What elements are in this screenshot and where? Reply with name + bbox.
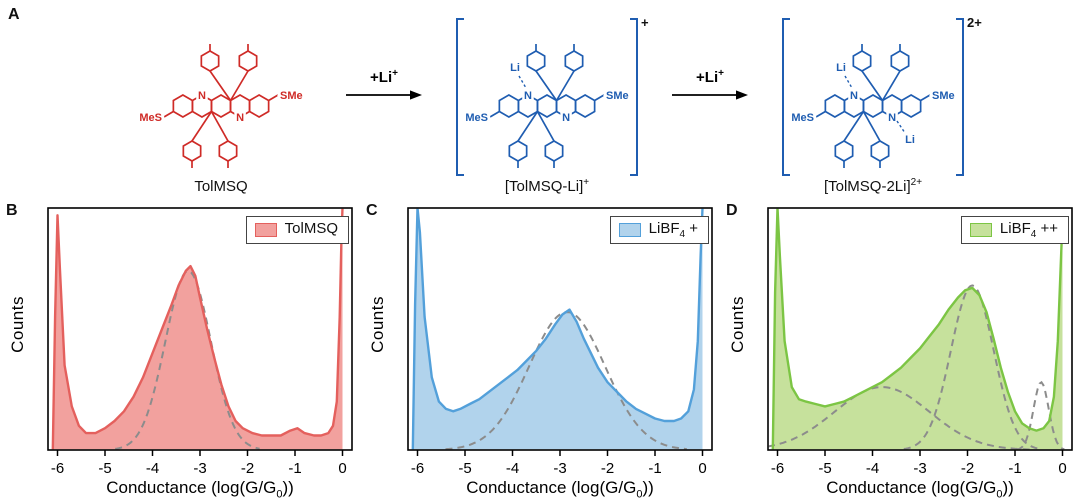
molecule-caption: TolMSQ (194, 178, 248, 195)
svg-text:-2: -2 (961, 460, 974, 477)
svg-text:Li: Li (510, 62, 520, 74)
svg-text:N: N (198, 90, 206, 102)
x-axis-label: Conductance (log(G/G0)) (466, 477, 654, 500)
legend-label: LiBF4 ++ (999, 220, 1058, 240)
histogram-panels-row: B Counts -6 -5 -4 -3 -2 -1 0 TolMSQ Conductanc… (0, 200, 1080, 504)
legend-swatch (618, 223, 641, 237)
panel-letter-a: A (8, 6, 20, 23)
chart-panel-d: D Counts -6 -5 -4 -3 -2 -1 0 LiBF4 ++ Conducta… (720, 200, 1080, 504)
conductance-histogram-plot: -6 -5 -4 -3 -2 -1 0 (47, 207, 353, 477)
svg-text:-1: -1 (1008, 460, 1021, 477)
svg-text:-5: -5 (818, 460, 831, 477)
reaction-arrow-label: +Li+ (696, 67, 724, 86)
x-axis-label: Conductance (log(G/G0)) (106, 477, 294, 500)
svg-text:N: N (850, 90, 858, 102)
svg-text:-1: -1 (288, 460, 301, 477)
molecule-structure-drawing: + N N MeS SMe Li (456, 15, 649, 176)
reaction-row: N N MeS SMe TolMSQ +Li+ + N N MeS SMe Li [TolMSQ… (6, 2, 1074, 200)
legend: LiBF4 + (609, 216, 709, 244)
chart-panel-b: B Counts -6 -5 -4 -3 -2 -1 0 TolMSQ Conductanc… (0, 200, 360, 504)
panel-letter-c: C (366, 202, 378, 219)
panel-a-scheme: A N N MeS SMe TolMSQ +Li+ + N N MeS SMe Li [TolM… (0, 0, 1080, 200)
svg-text:N: N (562, 112, 570, 124)
svg-text:MeS: MeS (465, 112, 488, 124)
svg-text:-4: -4 (146, 460, 159, 477)
reaction-arrow-label: +Li+ (370, 67, 398, 86)
svg-text:0: 0 (698, 460, 706, 477)
molecule-caption: [TolMSQ-Li]+ (504, 177, 590, 195)
svg-text:-4: -4 (506, 460, 519, 477)
legend-label: TolMSQ (284, 220, 338, 237)
right-arrow-icon (346, 89, 422, 100)
molecule-tolmsq-2li: 2+ N N MeS SMe Li Li [TolMSQ-2Li]2+ (754, 7, 992, 195)
svg-text:SMe: SMe (606, 90, 629, 102)
svg-text:-6: -6 (771, 460, 784, 477)
svg-text:N: N (236, 112, 244, 124)
molecule-structure-drawing: N N MeS SMe (137, 44, 305, 168)
svg-text:-2: -2 (601, 460, 614, 477)
molecule-structure-drawing: 2+ N N MeS SMe Li Li (782, 15, 982, 176)
svg-text:-5: -5 (458, 460, 471, 477)
svg-text:MeS: MeS (139, 112, 162, 124)
panel-letter-d: D (726, 202, 738, 219)
svg-text:-3: -3 (913, 460, 926, 477)
molecule-tolmsq: N N MeS SMe TolMSQ (102, 7, 340, 195)
conductance-histogram-plot: -6 -5 -4 -3 -2 -1 0 (767, 207, 1073, 477)
svg-text:-4: -4 (866, 460, 879, 477)
svg-text:Li: Li (836, 62, 846, 74)
svg-text:-6: -6 (411, 460, 424, 477)
svg-text:SMe: SMe (932, 90, 955, 102)
svg-text:-6: -6 (51, 460, 64, 477)
svg-text:N: N (888, 112, 896, 124)
legend: LiBF4 ++ (960, 216, 1069, 244)
legend-swatch (969, 223, 992, 237)
svg-text:Li: Li (905, 134, 915, 146)
legend-label: LiBF4 + (648, 220, 698, 240)
svg-text:-1: -1 (648, 460, 661, 477)
svg-text:0: 0 (338, 460, 346, 477)
svg-text:2+: 2+ (967, 15, 982, 30)
legend-swatch (254, 223, 277, 237)
svg-text:0: 0 (1058, 460, 1066, 477)
svg-text:+: + (641, 15, 649, 30)
molecule-tolmsq-li: + N N MeS SMe Li [TolMSQ-Li]+ (428, 7, 666, 195)
molecule-caption: [TolMSQ-2Li]2+ (823, 177, 923, 195)
right-arrow-icon (672, 89, 748, 100)
x-axis-label: Conductance (log(G/G0)) (826, 477, 1014, 500)
svg-text:-3: -3 (553, 460, 566, 477)
legend: TolMSQ (245, 216, 349, 244)
svg-text:N: N (524, 90, 532, 102)
svg-text:SMe: SMe (280, 90, 303, 102)
reaction-arrow-1: +Li+ (344, 68, 424, 103)
chart-panel-c: C Counts -6 -5 -4 -3 -2 -1 0 LiBF4 + Conductan… (360, 200, 720, 504)
svg-text:-5: -5 (98, 460, 111, 477)
reaction-arrow-2: +Li+ (670, 68, 750, 103)
svg-text:-3: -3 (193, 460, 206, 477)
svg-text:MeS: MeS (791, 112, 814, 124)
panel-letter-b: B (6, 202, 18, 219)
svg-text:-2: -2 (241, 460, 254, 477)
conductance-histogram-plot: -6 -5 -4 -3 -2 -1 0 (407, 207, 713, 477)
